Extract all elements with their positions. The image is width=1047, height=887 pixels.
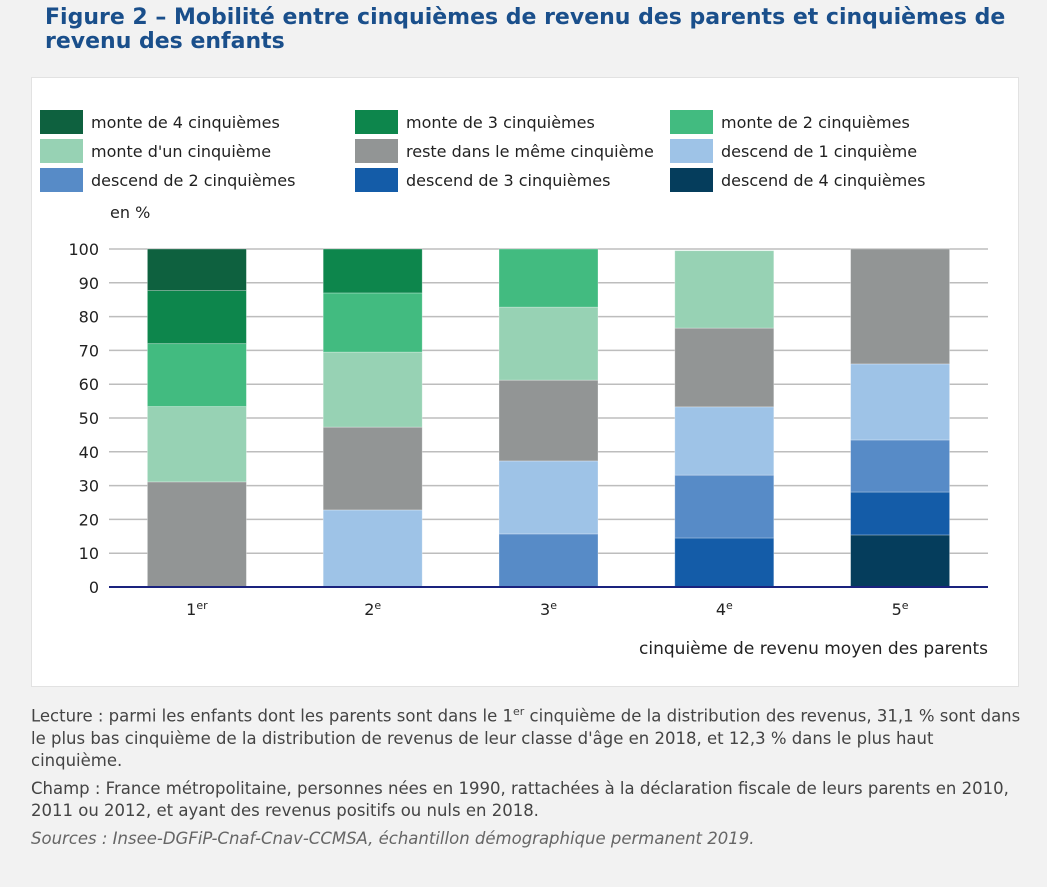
bar-segment — [674, 474, 775, 539]
bar-segment — [322, 292, 423, 353]
legend-swatch — [40, 139, 83, 163]
y-tick-label: 40 — [79, 443, 99, 462]
legend-item: monte d'un cinquième — [40, 139, 271, 163]
legend-item: descend de 4 cinquièmes — [670, 168, 925, 192]
chart-panel: monte de 4 cinquièmes monte de 3 cinquièm… — [31, 77, 1019, 687]
bar-segment — [850, 491, 950, 536]
bar-segment — [674, 406, 775, 476]
legend-swatch — [355, 139, 398, 163]
x-tick-label: 2e — [364, 599, 381, 619]
legend-label: monte d'un cinquième — [91, 141, 272, 161]
legend-label: monte de 4 cinquièmes — [91, 112, 280, 132]
legend-item: reste dans le même cinquième — [355, 139, 654, 163]
legend-label: descend de 3 cinquièmes — [406, 170, 611, 190]
legend-item: descend de 1 cinquième — [670, 139, 917, 163]
bar-segment — [850, 363, 950, 441]
bar-segment — [322, 351, 423, 428]
legend-label: descend de 2 cinquièmes — [91, 170, 296, 190]
legend-item: monte de 4 cinquièmes — [40, 110, 280, 134]
bar-segment — [322, 248, 423, 294]
bar-segment — [674, 250, 775, 329]
legend-swatch — [355, 110, 398, 134]
bar-segment — [498, 533, 599, 588]
legend-swatch — [670, 168, 713, 192]
lecture-note: Lecture : parmi les enfants dont les par… — [31, 701, 1021, 772]
legend-swatch — [670, 139, 713, 163]
bar-segment — [498, 379, 599, 462]
y-tick-label: 0 — [89, 578, 99, 597]
y-tick-label: 20 — [79, 510, 99, 529]
legend-swatch — [40, 168, 83, 192]
legend-label: monte de 2 cinquièmes — [721, 112, 910, 132]
bar-segment — [850, 248, 950, 365]
legend-swatch — [355, 168, 398, 192]
figure-notes: Lecture : parmi les enfants dont les par… — [31, 701, 1021, 856]
x-tick-label: 5e — [892, 599, 909, 619]
bar-segment — [322, 509, 423, 588]
bar-segment — [147, 290, 247, 345]
lecture-sup: er — [513, 705, 525, 718]
lecture-text-end: cinquième de la distribution des revenus… — [31, 706, 1021, 770]
sources-note: Sources : Insee-DGFiP-Cnaf-Cnav-CCMSA, é… — [31, 828, 755, 848]
bar-segment — [498, 460, 599, 535]
bar-segment — [674, 537, 775, 588]
y-tick-label: 70 — [79, 341, 99, 360]
bar-segment — [147, 406, 247, 483]
champ-note: Champ : France métropolitaine, personnes… — [31, 778, 1009, 820]
legend-swatch — [670, 110, 713, 134]
legend-label: reste dans le même cinquième — [406, 141, 654, 161]
bar-segment — [498, 248, 599, 308]
legend-item: monte de 2 cinquièmes — [670, 110, 910, 134]
bar-segment — [147, 481, 247, 588]
bar-segment — [147, 248, 247, 291]
legend-label: descend de 4 cinquièmes — [721, 170, 926, 190]
y-tick-label: 50 — [79, 409, 99, 428]
y-tick-label: 60 — [79, 375, 99, 394]
bar-segment — [147, 343, 247, 407]
bar-segment — [850, 439, 950, 493]
bar-segment — [498, 306, 599, 381]
y-axis-unit: en % — [110, 203, 151, 222]
y-tick-label: 90 — [79, 274, 99, 293]
lecture-text: Lecture : parmi les enfants dont les par… — [31, 706, 513, 726]
bar-segment — [850, 534, 950, 588]
legend-item: monte de 3 cinquièmes — [355, 110, 595, 134]
legend-item: descend de 3 cinquièmes — [355, 168, 610, 192]
x-axis-label: cinquième de revenu moyen des parents — [639, 639, 988, 659]
bar-segment — [322, 426, 423, 511]
figure-title: Figure 2 – Mobilité entre cinquièmes de … — [45, 5, 1006, 54]
stacked-bar-chart: 0 10 20 30 40 50 60 70 80 90 100 1er 2e 3e 4e 5e — [68, 240, 988, 619]
y-tick-label: 80 — [79, 308, 99, 327]
y-tick-label: 100 — [68, 240, 99, 259]
legend-swatch — [40, 110, 83, 134]
bar-segment — [674, 327, 775, 408]
y-tick-label: 30 — [79, 477, 99, 496]
x-tick-label: 4e — [716, 599, 733, 619]
legend-item: descend de 2 cinquièmes — [40, 168, 295, 192]
legend-label: descend de 1 cinquième — [721, 141, 918, 161]
legend-label: monte de 3 cinquièmes — [406, 112, 595, 132]
x-tick-label: 1er — [186, 599, 208, 619]
x-tick-label: 3e — [540, 599, 557, 619]
y-tick-label: 10 — [79, 544, 99, 563]
